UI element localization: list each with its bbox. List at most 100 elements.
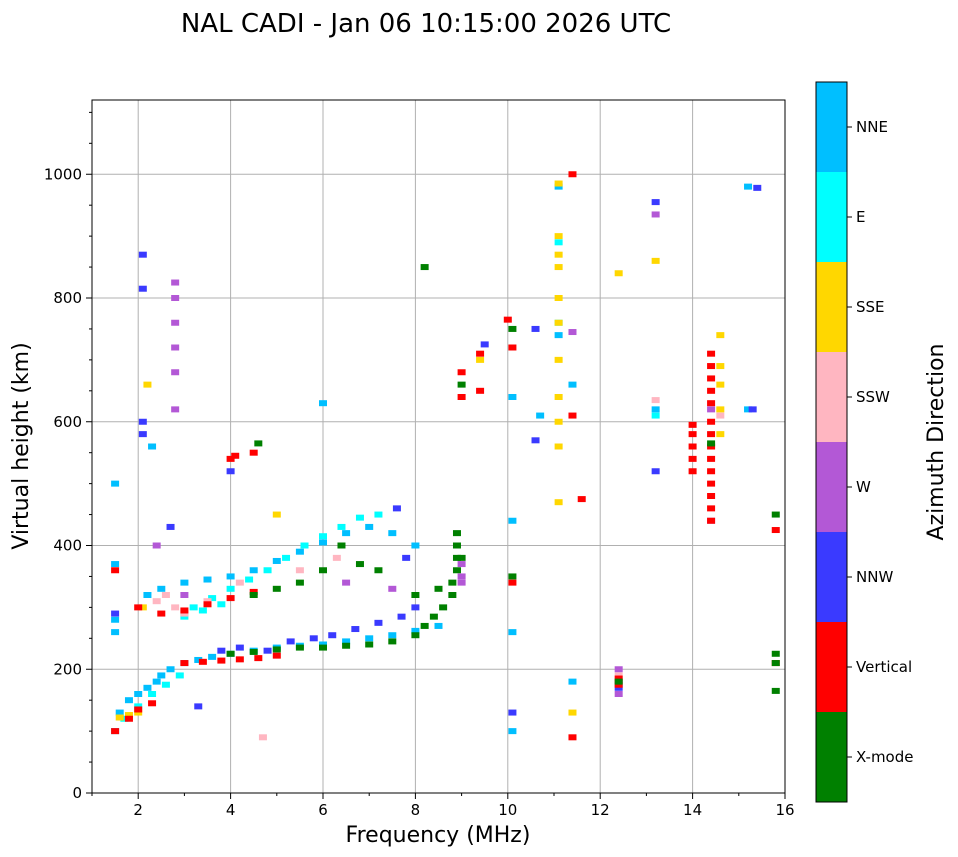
echo-point-vertical [249, 588, 258, 595]
echo-point-ssw [203, 598, 212, 605]
echo-point-x-mode [439, 604, 448, 611]
echo-point-nnw [508, 709, 517, 716]
echo-point-x-mode [272, 585, 281, 592]
colorbar-swatch [816, 712, 847, 802]
echo-point-e [374, 511, 383, 518]
echo-point-vertical [134, 604, 143, 611]
echo-point-w [152, 542, 161, 549]
echo-point-x-mode [452, 567, 461, 574]
echo-point-x-mode [452, 530, 461, 537]
echo-point-vertical [688, 443, 697, 450]
echo-point-nne [111, 616, 120, 623]
echo-point-nnw [411, 604, 420, 611]
x-tick-label: 2 [133, 801, 143, 819]
echo-point-x-mode [295, 579, 304, 586]
echo-point-nnw [748, 406, 757, 413]
echo-point-nnw [397, 613, 406, 620]
echo-point-nne [365, 635, 374, 642]
echo-point-nne [148, 443, 157, 450]
echo-point-x-mode [272, 646, 281, 653]
echo-point-x-mode [457, 554, 466, 561]
echo-point-vertical [180, 660, 189, 667]
echo-point-nnw [531, 437, 540, 444]
echo-point-vertical [111, 728, 120, 735]
echo-point-vertical [707, 418, 716, 425]
echo-point-nne [554, 332, 563, 339]
echo-point-sse [124, 712, 133, 719]
echo-point-nne [166, 666, 175, 673]
echo-point-nnw [263, 647, 272, 654]
echo-point-x-mode [420, 622, 429, 629]
x-tick-label: 10 [498, 801, 517, 819]
echo-point-vertical [476, 350, 485, 357]
echo-point-vertical [707, 431, 716, 438]
echo-point-x-mode [457, 381, 466, 388]
x-tick-label: 16 [775, 801, 794, 819]
echo-point-sse [716, 363, 725, 370]
echo-point-vertical [707, 400, 716, 407]
echo-point-nnw [138, 418, 147, 425]
echo-point-vertical [688, 468, 697, 475]
echo-point-w [568, 329, 577, 336]
echo-point-e [189, 604, 198, 611]
echo-point-vertical [707, 505, 716, 512]
echo-point-nne [554, 183, 563, 190]
echo-point-nne [536, 412, 545, 419]
echo-point-e [208, 595, 217, 602]
echo-point-ssw [614, 672, 623, 679]
colorbar-frame [815, 81, 848, 803]
echo-point-vertical [457, 394, 466, 400]
echo-point-x-mode [771, 511, 780, 518]
echo-point-x-mode [337, 542, 346, 549]
y-tick-label: 0 [72, 784, 82, 802]
echo-point-nnw [111, 610, 120, 617]
echo-point-vertical [124, 715, 133, 722]
echo-point-ssw [716, 412, 725, 419]
echo-point-nne [388, 530, 397, 537]
echo-point-vertical [707, 468, 716, 475]
colorbar-category-label: E [856, 208, 865, 226]
echo-point-nne [124, 697, 133, 704]
echo-point-vertical [457, 369, 466, 376]
echo-point-sse [554, 251, 563, 258]
colorbar-category-label: SSW [856, 388, 890, 406]
colorbar-swatch [816, 262, 847, 352]
echo-point-nnw [138, 431, 147, 438]
data-marks [111, 171, 780, 741]
echo-point-nnw [614, 684, 623, 691]
echo-point-e [282, 554, 291, 561]
echo-point-x-mode [452, 554, 461, 561]
echo-point-sse [554, 394, 563, 400]
colorbar-label: Azimuth Direction [924, 343, 949, 540]
x-tick-label: 14 [683, 801, 702, 819]
echo-point-vertical [707, 455, 716, 462]
echo-point-x-mode [355, 561, 364, 568]
echo-point-x-mode [342, 642, 351, 649]
echo-point-nne [157, 672, 166, 679]
echo-point-vertical [688, 421, 697, 428]
echo-point-nnw [286, 638, 295, 645]
echo-point-x-mode [434, 585, 443, 592]
echo-point-nne [342, 638, 351, 645]
echo-point-vertical [707, 387, 716, 394]
echo-point-w [457, 561, 466, 568]
echo-point-nnw [651, 199, 660, 206]
echo-point-vertical [568, 412, 577, 419]
echo-point-nne [143, 592, 152, 598]
echo-point-e [355, 514, 364, 521]
echo-point-x-mode [319, 644, 327, 651]
echo-point-vertical [226, 595, 235, 602]
echo-point-nne [744, 183, 753, 190]
echo-point-vertical [707, 375, 716, 382]
y-tick-label: 600 [53, 413, 82, 431]
echo-point-nnw [217, 647, 226, 654]
echo-point-vertical [771, 527, 780, 534]
echo-point-x-mode [771, 660, 780, 667]
echo-point-e [175, 672, 184, 679]
echo-point-sse [716, 381, 725, 388]
echo-point-sse [554, 264, 563, 271]
echo-point-x-mode [420, 264, 429, 271]
echo-point-x-mode [411, 592, 420, 598]
echo-point-nne [342, 530, 351, 537]
plot-background [92, 100, 785, 793]
